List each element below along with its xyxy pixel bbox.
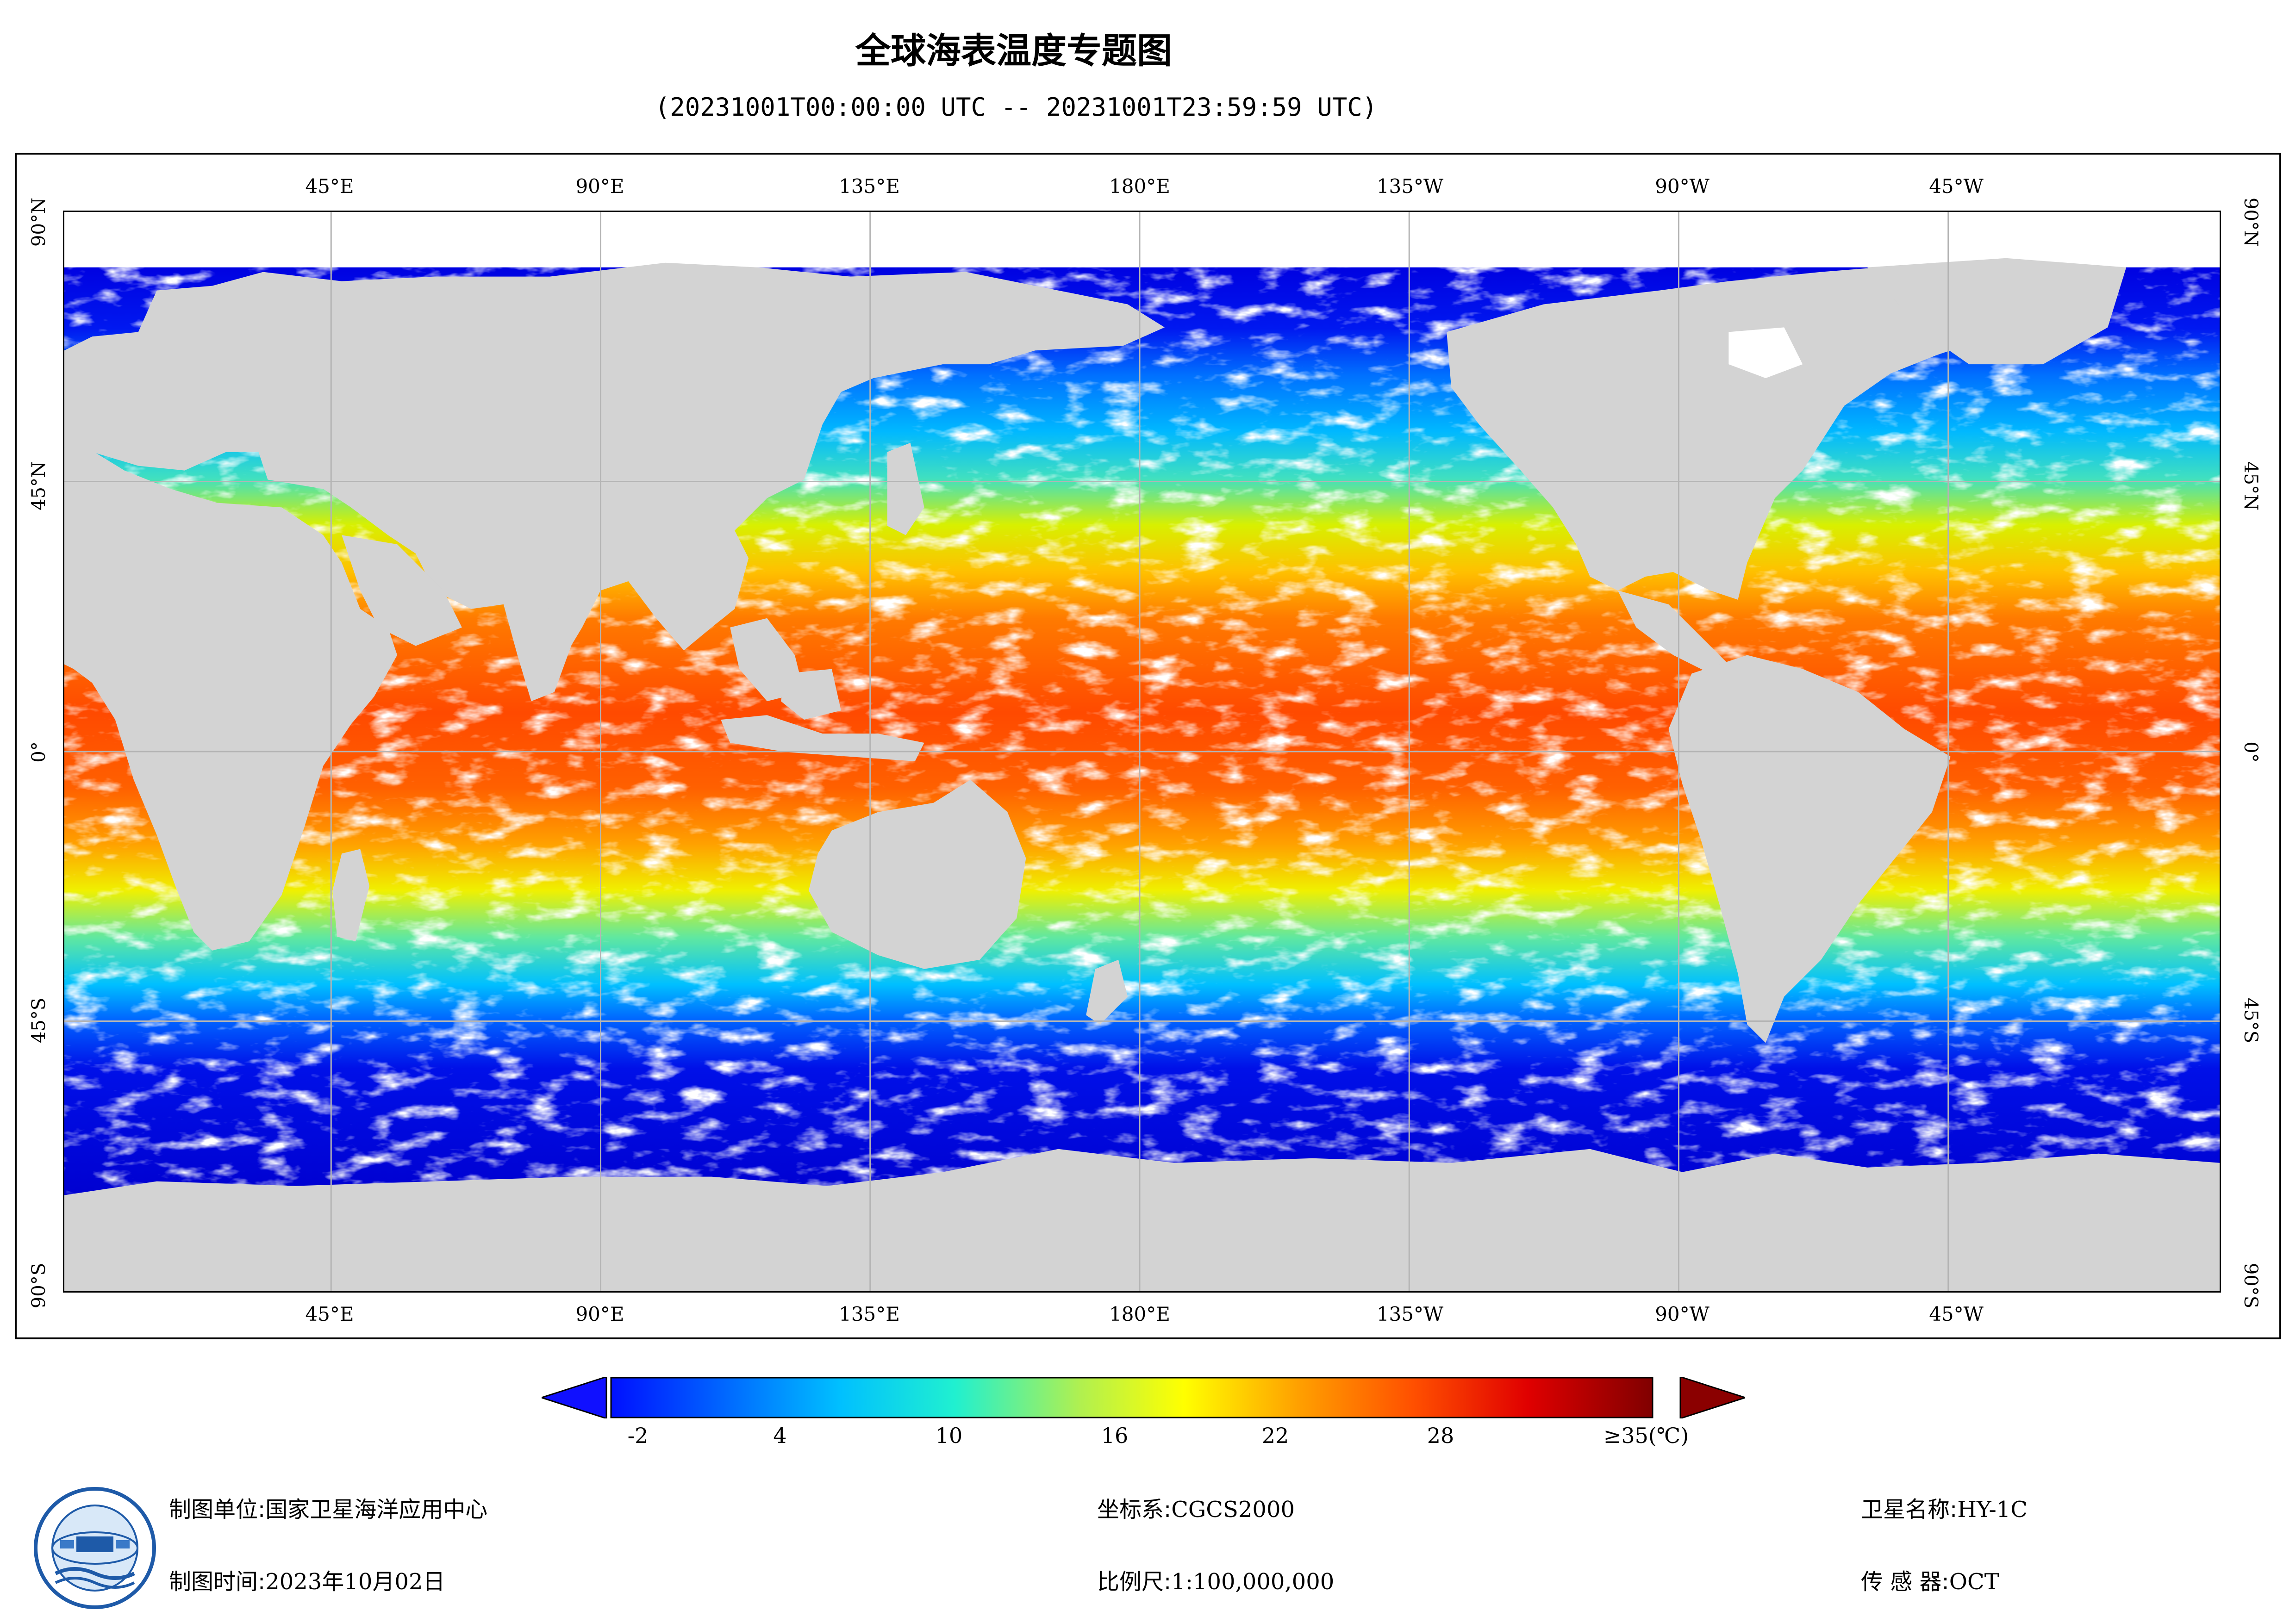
australia [808,779,1026,969]
colorbar-under-arrow [542,1377,607,1418]
lon-label-bottom: 135°E [839,1303,900,1325]
map-title: 全球海表温度专题图 [855,30,1172,71]
lon-label-bottom: 45°E [305,1303,354,1325]
africa [64,445,398,951]
sensor-label: 传 感 器: [1861,1569,1949,1595]
europe-asia [64,262,1165,674]
colorbar-tick: -2 [627,1423,649,1448]
satellite-field: 卫星名称:HY-1C [1861,1491,2028,1524]
satellite-label: 卫星名称: [1861,1497,1958,1523]
colorbar-tick: 10 [935,1423,963,1448]
india [503,604,573,702]
greenland [1867,258,2127,365]
lon-label-top: 90°E [575,175,624,198]
antarctica [64,1149,2220,1291]
lon-label-bottom: 90°E [575,1303,624,1325]
crs-label: 坐标系: [1097,1497,1172,1523]
hudson-bay [1728,327,1803,379]
lat-label-left: 45°S [28,997,50,1044]
colorbar-over-arrow [1679,1377,1745,1418]
lat-label-left: 90°S [28,1262,50,1309]
central-america [1617,590,1729,674]
madagascar [332,849,370,941]
land-masses [64,258,2220,1291]
scale-field: 比例尺:1:100,000,000 [1097,1563,1334,1596]
colorbar-bar [610,1377,1653,1418]
satellite-value: HY-1C [1957,1497,2028,1523]
sst-map-svg [64,212,2220,1291]
philippines-borneo [781,669,841,720]
colorbar-tick: 4 [773,1423,787,1448]
indonesia [721,715,924,761]
org-value: 国家卫星海洋应用中心 [265,1497,488,1523]
lat-label-right: 90°N [2240,198,2261,247]
lat-label-right: 45°N [2240,461,2261,510]
lon-label-top: 45°E [305,175,354,198]
lon-label-top: 180°E [1109,175,1170,198]
lat-label-right: 0° [2240,741,2261,763]
graticule [64,212,2220,1291]
org-label: 制图单位: [169,1497,266,1523]
lat-label-right: 45°S [2240,997,2261,1044]
lon-label-bottom: 180°E [1109,1303,1170,1325]
lon-label-top: 45°W [1929,175,1984,198]
arctic-no-data [64,212,2220,267]
lon-label-top: 90°W [1655,175,1710,198]
sst-map[interactable] [63,211,2221,1293]
north-america [1447,262,2076,600]
scale-value: 1:100,000,000 [1171,1569,1335,1595]
lon-label-bottom: 135°W [1376,1303,1444,1325]
lon-label-bottom: 90°W [1655,1303,1710,1325]
colorbar-tick: 28 [1427,1423,1454,1448]
colorbar-tick: 16 [1101,1423,1129,1448]
sensor-field: 传 感 器:OCT [1861,1563,1999,1596]
map-frame [15,153,2281,1339]
org-field: 制图单位:国家卫星海洋应用中心 [169,1491,487,1524]
lon-label-bottom: 45°W [1929,1303,1984,1325]
lat-label-left: 45°N [28,461,50,510]
lat-label-right: 90°S [2240,1262,2261,1309]
soa-satellite-logo-icon [34,1487,156,1609]
crs-value: CGCS2000 [1171,1497,1295,1523]
crs-field: 坐标系:CGCS2000 [1097,1491,1295,1524]
lat-label-left: 0° [28,741,50,763]
scale-label: 比例尺: [1097,1569,1172,1595]
time-value: 2023年10月02日 [265,1569,445,1595]
colorbar-tick: ≥35(℃) [1603,1423,1689,1448]
lon-label-top: 135°E [839,175,900,198]
time-field: 制图时间:2023年10月02日 [169,1563,445,1596]
sst-colorbar [542,1377,1745,1418]
new-zealand [1086,959,1128,1025]
arabia [342,535,462,646]
lon-label-top: 135°W [1376,175,1444,198]
sensor-value: OCT [1949,1569,1999,1595]
time-range-subtitle: (20231001T00:00:00 UTC -- 20231001T23:59… [655,93,1378,122]
colorbar-tick: 22 [1261,1423,1289,1448]
japan [887,442,924,535]
lat-label-left: 90°N [28,198,50,247]
time-label: 制图时间: [169,1569,266,1595]
